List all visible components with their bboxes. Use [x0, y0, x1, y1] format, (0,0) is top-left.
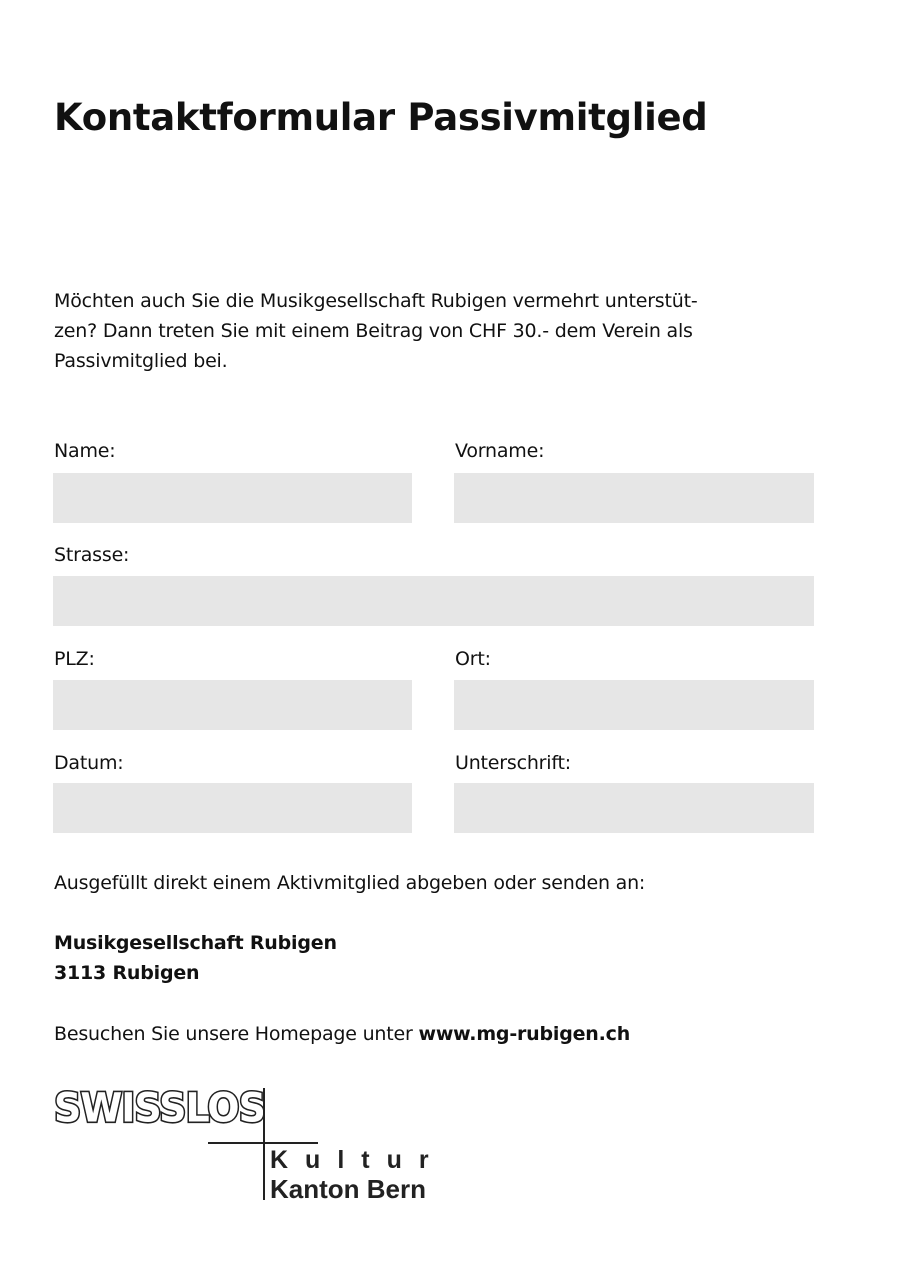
datum-label: Datum: — [54, 752, 124, 774]
homepage-text: Besuchen Sie unsere Homepage unter www.m… — [54, 1023, 630, 1045]
strasse-label: Strasse: — [54, 544, 130, 566]
swisslos-wordmark: SWISSLOS — [53, 1083, 268, 1132]
unterschrift-label: Unterschrift: — [455, 752, 571, 774]
logo-kultur: Kultur — [270, 1146, 446, 1174]
logo-kanton-bern: Kanton Bern — [270, 1174, 426, 1204]
unterschrift-field[interactable] — [454, 783, 814, 833]
datum-field[interactable] — [53, 783, 412, 833]
strasse-field[interactable] — [53, 576, 814, 626]
intro-text: Möchten auch Sie die Musikgesellschaft R… — [54, 290, 698, 372]
logo-vertical-line — [263, 1088, 265, 1200]
ort-field[interactable] — [454, 680, 814, 730]
logo-horizontal-line — [208, 1142, 318, 1144]
name-label: Name: — [54, 440, 116, 462]
plz-label: PLZ: — [54, 648, 95, 670]
address-line2: 3113 Rubigen — [54, 962, 200, 984]
plz-field[interactable] — [53, 680, 412, 730]
homepage-link[interactable]: www.mg-rubigen.ch — [418, 1023, 631, 1045]
vorname-field[interactable] — [454, 473, 814, 523]
homepage-prefix: Besuchen Sie unsere Homepage unter — [54, 1023, 419, 1045]
page-title: Kontaktformular Passivmitglied — [54, 96, 708, 139]
vorname-label: Vorname: — [455, 440, 545, 462]
instructions-text: Ausgefüllt direkt einem Aktivmitglied ab… — [54, 872, 646, 894]
name-field[interactable] — [53, 473, 412, 523]
ort-label: Ort: — [455, 648, 491, 670]
address-line1: Musikgesellschaft Rubigen — [54, 932, 337, 954]
